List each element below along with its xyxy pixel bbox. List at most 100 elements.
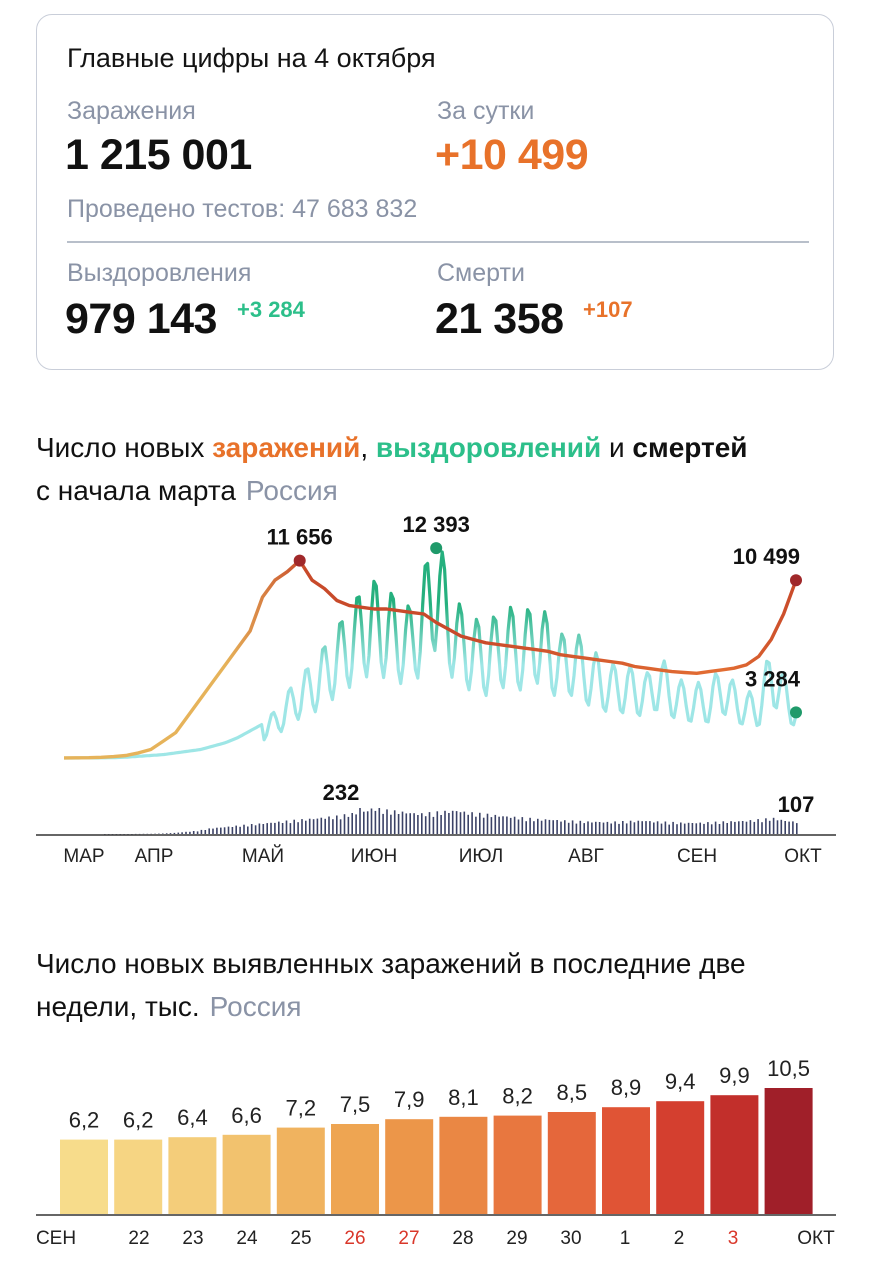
deaths-bar: [792, 821, 794, 834]
deaths-bar: [382, 813, 384, 834]
heading-two-weeks: Число новых выявленных заражений в после…: [36, 942, 816, 1028]
heading-recoveries: выздоровлений: [375, 432, 602, 463]
recoveries-last-marker: [790, 706, 802, 719]
deaths-bar: [386, 809, 388, 834]
deaths-bar: [753, 821, 756, 834]
deaths-bar: [683, 823, 686, 834]
deaths-bar: [370, 808, 373, 834]
annotation-label: 12 393: [403, 512, 470, 537]
deaths-bar: [208, 828, 210, 834]
deaths-bar: [181, 832, 183, 834]
deaths-bar: [757, 819, 759, 834]
region-link-2[interactable]: Россия: [209, 991, 302, 1022]
heading-comma: ,: [360, 432, 376, 463]
deaths-bar: [672, 821, 674, 834]
annotation-label: 11 656: [267, 525, 333, 550]
deaths-bar: [459, 812, 462, 834]
recoveries-peak-marker: [430, 542, 443, 555]
deaths-bar: [718, 824, 721, 834]
deaths-bar: [537, 818, 539, 834]
deaths-bar: [305, 820, 307, 834]
bar-value-label: 8,5: [557, 1080, 588, 1105]
deaths-bar: [285, 820, 288, 834]
card-title: Главные цифры на 4 октября: [67, 43, 436, 73]
deaths-bar: [243, 824, 245, 834]
daily-value: +10 499: [435, 131, 589, 179]
month-label: ИЮЛ: [459, 846, 503, 867]
deaths-bar: [223, 827, 226, 834]
deaths-bar: [618, 823, 620, 834]
day-label: 3: [728, 1228, 739, 1249]
infections-value: 1 215 001: [65, 131, 252, 179]
bar: [222, 1134, 271, 1214]
deaths-bar: [440, 815, 442, 834]
deaths-bar: [676, 824, 678, 834]
deaths-bar: [796, 823, 798, 834]
bar: [439, 1116, 488, 1214]
deaths-bar: [278, 821, 280, 834]
day-label: 2: [674, 1228, 685, 1249]
deaths-bar: [687, 822, 690, 834]
deaths-bar: [169, 833, 172, 834]
deaths-bar: [649, 821, 651, 834]
deaths-bar: [227, 826, 230, 834]
bar: [656, 1101, 705, 1214]
deaths-bar: [714, 821, 717, 834]
deaths-bar: [641, 821, 643, 834]
deaths-bar: [622, 821, 624, 834]
deaths-bar: [165, 833, 168, 834]
deaths-bar: [610, 823, 612, 834]
deaths-bar: [637, 820, 640, 834]
deaths-bar: [552, 820, 554, 834]
deaths-bar: [726, 823, 728, 834]
deaths-bar: [548, 819, 551, 834]
bar-value-label: 6,4: [177, 1105, 208, 1130]
recoveries-value: 979 143: [65, 295, 217, 343]
infections-line: [63, 558, 798, 760]
deaths-bar: [556, 820, 558, 834]
deaths-bar: [347, 816, 350, 834]
infections-last-marker: [790, 574, 802, 587]
deaths-bar: [212, 828, 214, 834]
summary-card: Главные цифры на 4 октября Заражения 1 2…: [36, 14, 834, 370]
day-label: 25: [290, 1228, 311, 1249]
deaths-bar: [401, 811, 404, 834]
day-label: 27: [398, 1228, 419, 1249]
deaths-bar: [656, 821, 659, 834]
heading-timeline: Число новых заражений, выздоровлений и с…: [36, 426, 836, 512]
region-link[interactable]: Россия: [245, 475, 338, 506]
deaths-bar: [192, 831, 195, 834]
deaths-bar: [513, 816, 516, 834]
deaths-bar: [486, 813, 489, 834]
deaths-bar: [560, 821, 562, 834]
bar: [60, 1139, 108, 1214]
deaths-bar: [297, 822, 299, 834]
deaths-bar: [421, 813, 423, 834]
deaths-bar: [614, 821, 616, 834]
deaths-bar: [173, 832, 176, 834]
deaths-bar: [579, 820, 582, 834]
deaths-bar: [366, 811, 369, 834]
bar-value-label: 8,9: [611, 1075, 642, 1100]
bar-value-label: 7,2: [286, 1096, 317, 1121]
deaths-bar: [703, 823, 705, 834]
annotation-label: 10 499: [733, 544, 800, 569]
bar-value-label: 9,9: [719, 1063, 750, 1088]
deaths-bar: [332, 819, 334, 834]
bar-value-label: 6,2: [69, 1108, 100, 1133]
deaths-bar: [235, 825, 237, 834]
deaths-last-label: 107: [778, 792, 815, 817]
deaths-bar: [695, 823, 698, 834]
deaths-bar: [598, 822, 601, 834]
deaths-bar: [710, 824, 713, 834]
deaths-bar: [320, 817, 323, 834]
deaths-bar: [409, 813, 411, 834]
bar: [547, 1112, 596, 1214]
deaths-bar: [405, 813, 408, 834]
month-label: ИЮН: [351, 846, 398, 867]
deaths-bar: [479, 812, 481, 834]
deaths-bar: [761, 822, 763, 834]
day-label: 1: [620, 1228, 631, 1249]
deaths-bar: [266, 823, 268, 834]
